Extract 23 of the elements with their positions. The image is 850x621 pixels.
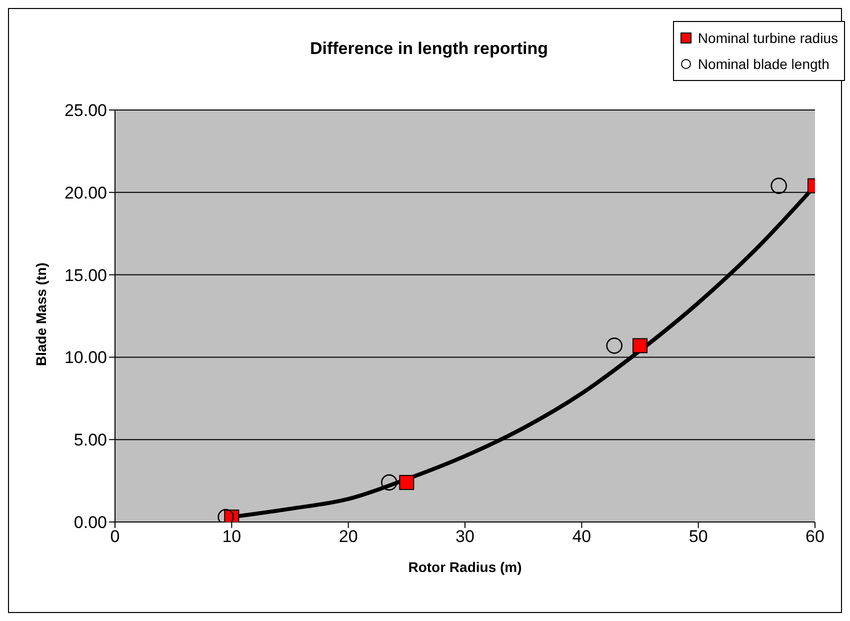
legend-label: Nominal turbine radius [696,29,838,48]
y-tick-label: 5.00 [74,430,107,450]
point [770,178,787,194]
y-tick-label: 15.00 [64,266,107,285]
y-tick-label: 25.00 [64,101,107,120]
y-tick-label: 10.00 [64,348,107,368]
y-tick-label: 0.00 [74,513,107,532]
y-tick-label: 20.00 [64,183,107,202]
x-tick-label: 60 [806,527,824,546]
chart-title: Difference in length reporting [308,39,550,59]
x-tick-label: 40 [572,527,592,546]
legend-label: Nominal blade length [696,55,830,74]
x-tick-label: 20 [338,527,358,546]
x-axis-title: Rotor Radius (m) [408,559,522,575]
point [606,338,622,354]
point [399,474,414,490]
x-tick-label: 10 [222,527,242,546]
x-tick-label: 0 [110,527,120,546]
point [381,474,398,491]
y-axis-title: Blade Mass (tn) [32,262,49,366]
x-tick-label: 50 [688,527,708,546]
point [632,338,648,354]
x-tick-label: 30 [456,527,474,546]
